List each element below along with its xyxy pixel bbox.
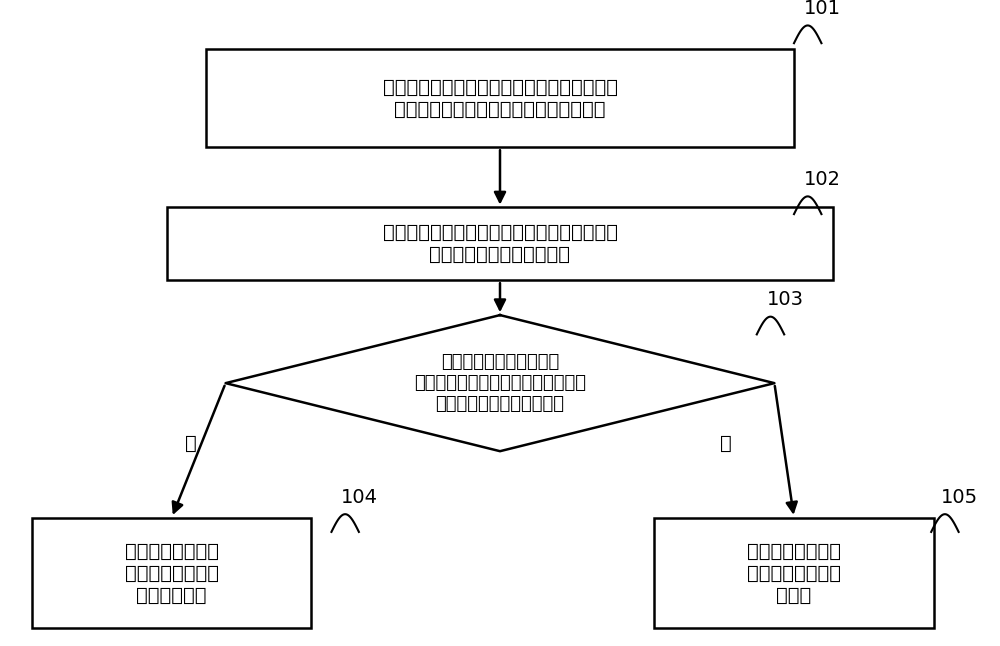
Text: 105: 105 (941, 488, 978, 506)
Text: 接收用户设备发的含有拍照场景图像、地理位
置、光线强度和拍照时间的辅助拍照信息: 接收用户设备发的含有拍照场景图像、地理位 置、光线强度和拍照时间的辅助拍照信息 (382, 78, 618, 119)
Bar (206, 49, 794, 147)
Bar (32, 517, 311, 629)
Text: 102: 102 (804, 170, 841, 189)
Polygon shape (226, 315, 774, 451)
Text: 照片样例库中是否存在与
图像类型、地理位置、光线强度和拍
照时间匹配的目标照片样例: 照片样例库中是否存在与 图像类型、地理位置、光线强度和拍 照时间匹配的目标照片样… (414, 353, 586, 413)
Text: 101: 101 (804, 0, 841, 18)
Text: 103: 103 (767, 290, 804, 309)
Bar (654, 517, 934, 629)
Text: 是: 是 (185, 433, 197, 453)
Bar (167, 207, 833, 280)
Text: 104: 104 (341, 488, 378, 506)
Text: 将目标照片样例发
送给用户设备以供
用户参考拍照: 将目标照片样例发 送给用户设备以供 用户参考拍照 (125, 541, 219, 605)
Text: 将无匹配目标照片
样例信息发送给用
户设备: 将无匹配目标照片 样例信息发送给用 户设备 (747, 541, 841, 605)
Text: 响应于辅助拍照信息，利用图像识别技术识别
出拍照场景图像的图像类型: 响应于辅助拍照信息，利用图像识别技术识别 出拍照场景图像的图像类型 (382, 224, 618, 264)
Text: 否: 否 (720, 433, 731, 453)
